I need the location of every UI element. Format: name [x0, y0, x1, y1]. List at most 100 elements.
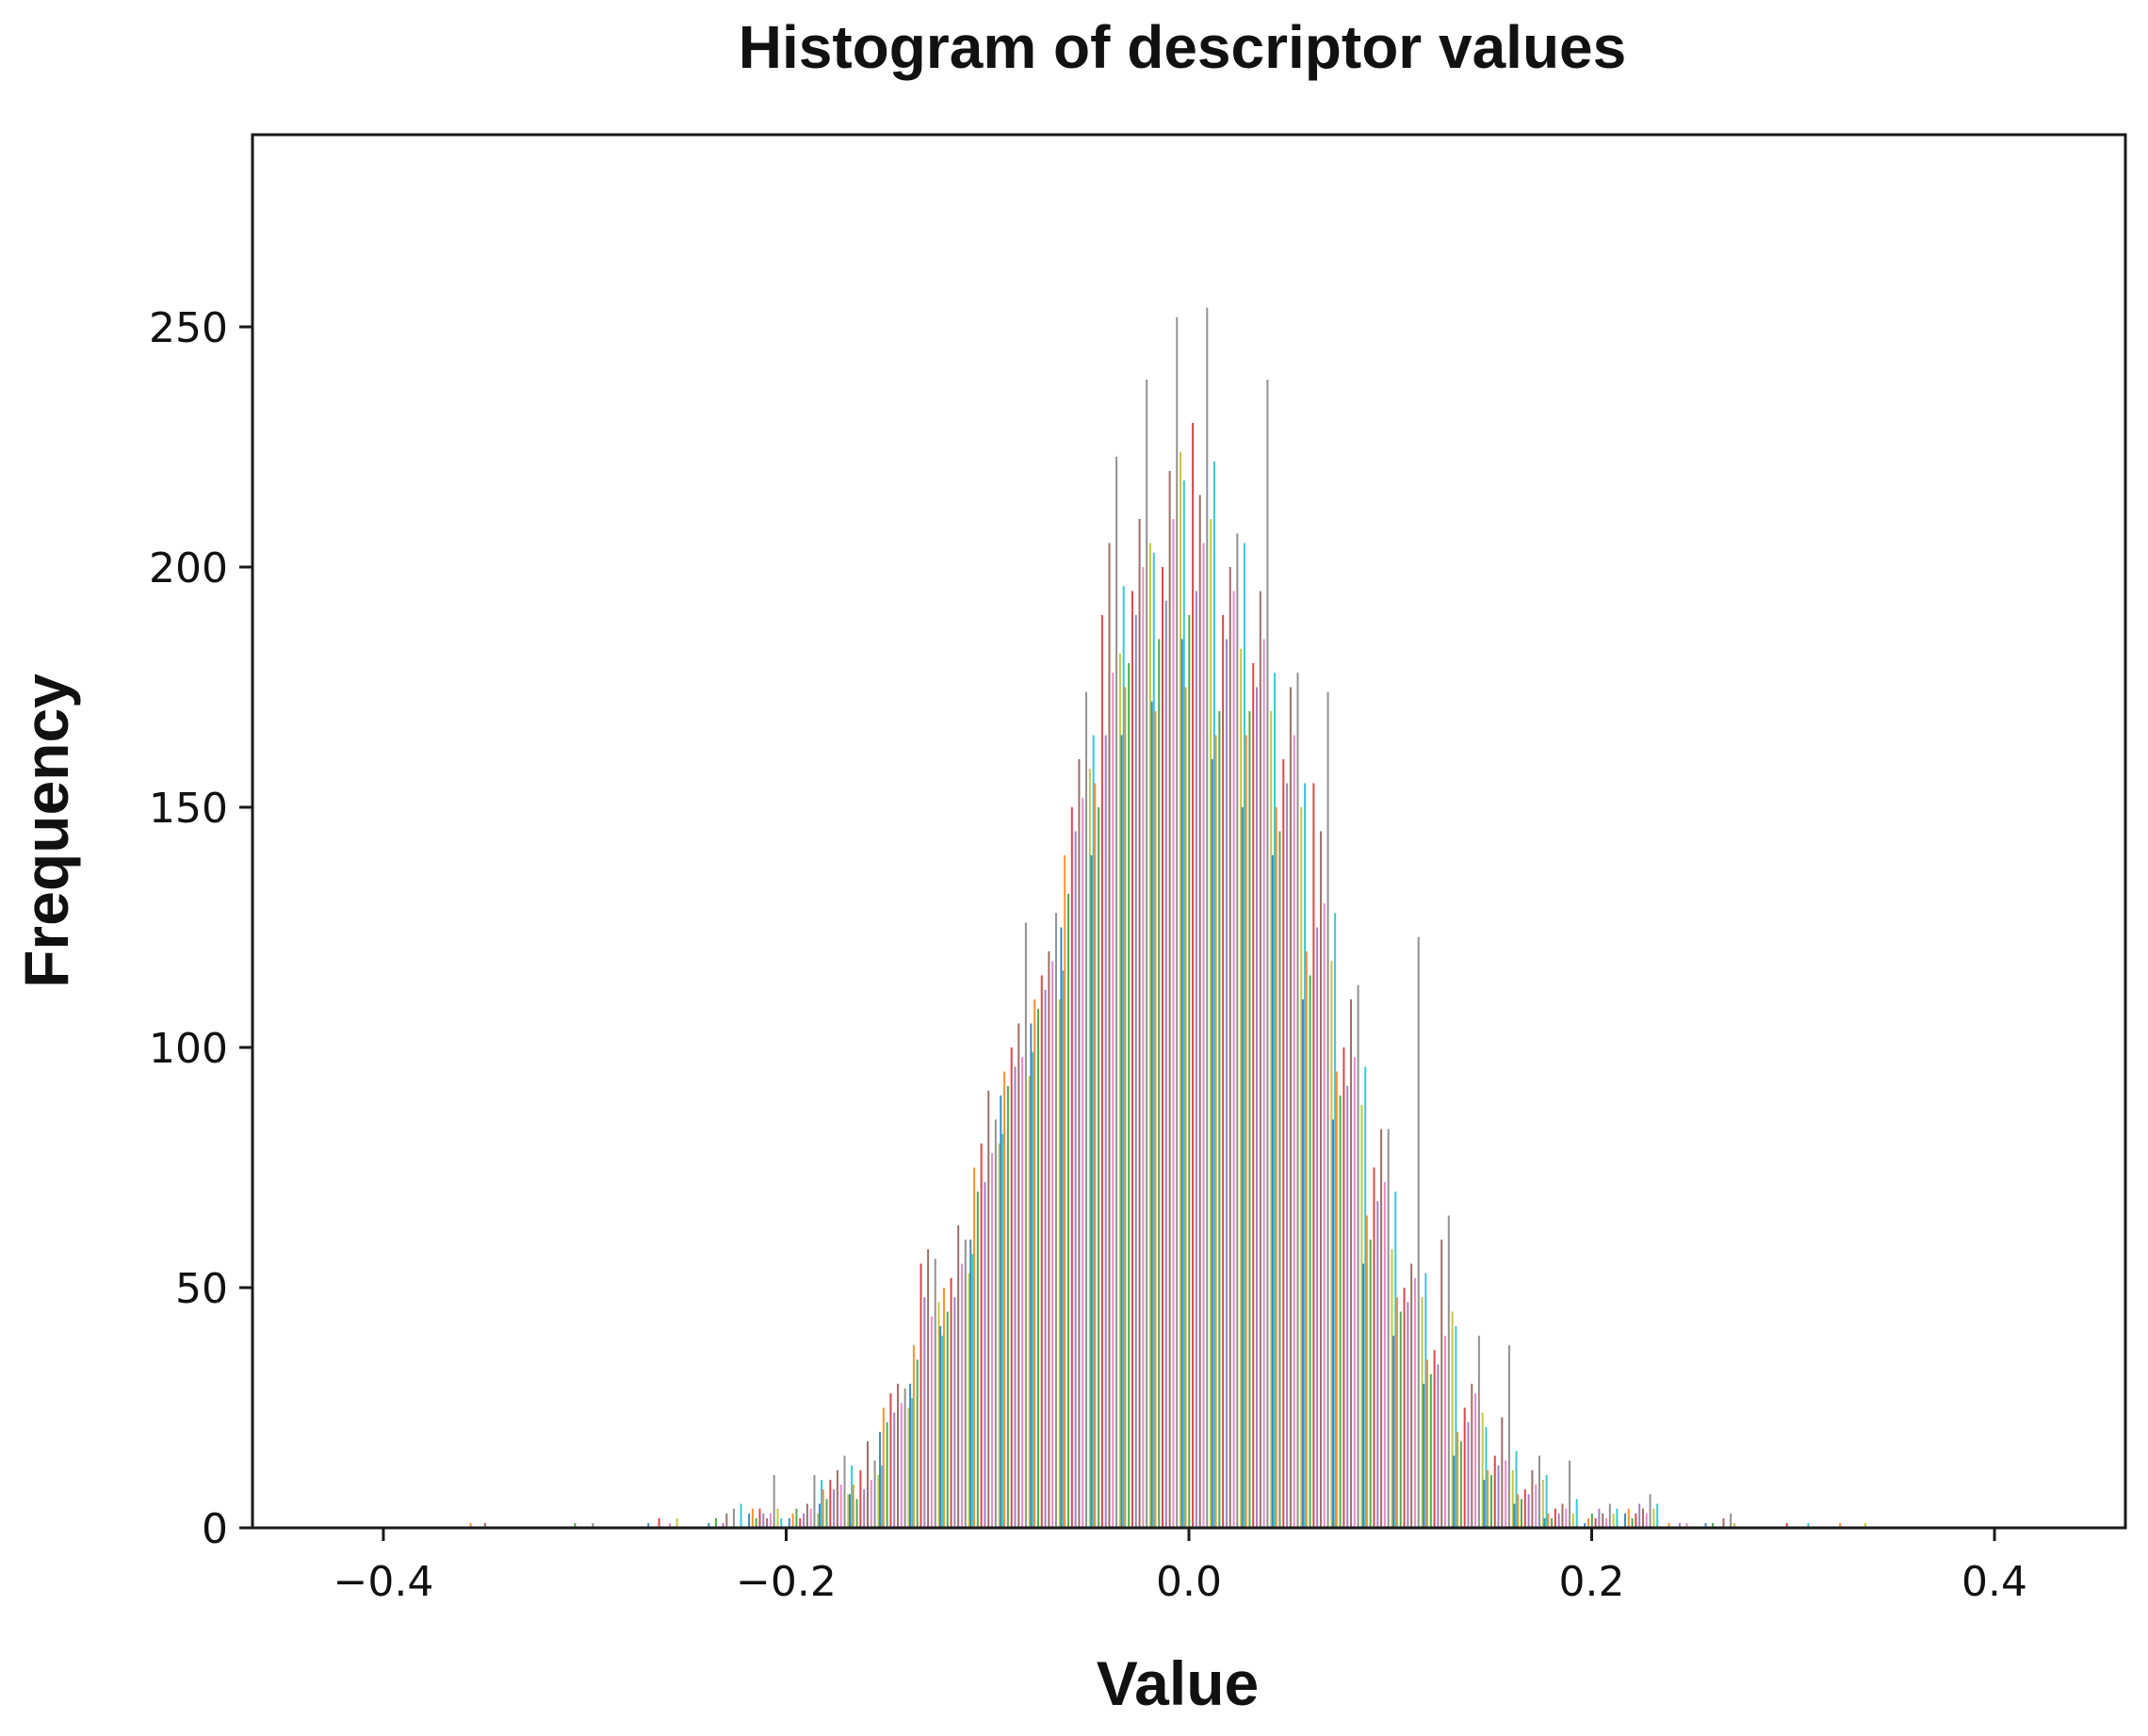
histogram-bar-9-2 — [916, 1359, 919, 1528]
histogram-bar-12-3 — [1010, 1047, 1013, 1528]
histogram-bar-24-5 — [1380, 1128, 1383, 1528]
histogram-bar-22-7 — [1326, 691, 1329, 1528]
histogram-bar-5-7 — [813, 1474, 816, 1528]
histogram-bar-23-4 — [1346, 1085, 1349, 1528]
histogram-bar-24-0 — [1362, 1263, 1365, 1528]
histogram-bar-12-0 — [1000, 1095, 1002, 1528]
histogram-bar-13-5 — [1048, 951, 1050, 1528]
histogram-bar-23-9 — [1364, 1066, 1367, 1528]
histogram-bar-7-0 — [848, 1494, 851, 1528]
histogram-bar-23-3 — [1342, 1047, 1345, 1528]
histogram-bar-16-4 — [1134, 615, 1137, 1528]
histogram-bar-32-3 — [1635, 1513, 1637, 1528]
histogram-bar-7-6 — [870, 1480, 872, 1528]
histogram-bar-19-5 — [1229, 567, 1231, 1528]
chart-title: Histogram of descriptor values — [739, 13, 1626, 81]
histogram-bar-11-1 — [973, 1167, 976, 1528]
histogram-bar-15-6 — [1112, 673, 1115, 1528]
histogram-bar-25-9 — [1424, 1273, 1427, 1528]
histogram-bar-18-1 — [1184, 687, 1187, 1528]
histogram-bar-10-6 — [960, 1263, 963, 1528]
histogram-bar-31-8 — [1612, 1513, 1615, 1528]
histogram-bar-8-7 — [903, 1388, 906, 1528]
histogram-bar-24-7 — [1387, 1128, 1390, 1528]
histogram-bar-13-4 — [1044, 989, 1047, 1528]
histogram-bar-5-1 — [791, 1513, 794, 1528]
histogram-bar-22-5 — [1319, 831, 1322, 1528]
histogram-bar-18-9 — [1212, 461, 1215, 1528]
y-tick-label-0: 0 — [202, 1505, 228, 1553]
histogram-bar-6-3 — [829, 1480, 832, 1528]
histogram-bar-24-9 — [1394, 1192, 1397, 1528]
histogram-bar-22-1 — [1305, 951, 1308, 1528]
histogram-bar-31-9 — [1616, 1508, 1619, 1528]
histogram-bar-28-7 — [1507, 1345, 1510, 1528]
histogram-bar-13-3 — [1040, 975, 1043, 1528]
histogram-bar-28-5 — [1501, 1417, 1504, 1528]
histogram-bar-14-4 — [1074, 831, 1077, 1528]
histogram-bar-28-0 — [1483, 1480, 1486, 1528]
histogram-bar-34-5 — [1722, 1517, 1725, 1528]
histogram-bar-26-3 — [1433, 1350, 1436, 1528]
histogram-bar-14-2 — [1067, 893, 1070, 1528]
histogram-bar-35-3 — [1785, 1522, 1788, 1528]
histogram-bar-6-5 — [836, 1469, 838, 1528]
histogram-bar-3-4 — [722, 1522, 724, 1528]
histogram-bar-21-5 — [1289, 687, 1292, 1528]
histogram-bar-12-1 — [1003, 1071, 1006, 1528]
histogram-bar-31-0 — [1584, 1522, 1587, 1528]
histogram-bar-9-4 — [923, 1297, 926, 1528]
histogram-bar-26-4 — [1437, 1364, 1440, 1528]
histogram-bar-34-7 — [1730, 1513, 1733, 1528]
histogram-bar-24-6 — [1383, 1181, 1386, 1528]
histogram-bar-7-3 — [859, 1469, 862, 1528]
histogram-bar-4-3 — [758, 1508, 761, 1528]
histogram-bar-4-6 — [769, 1513, 772, 1528]
histogram-bar-14-8 — [1088, 769, 1091, 1528]
histogram-bar-10-0 — [939, 1325, 942, 1528]
histogram-bar-9-6 — [930, 1316, 933, 1528]
histogram-bar-13-7 — [1054, 913, 1057, 1528]
histogram-bar-15-5 — [1108, 543, 1111, 1528]
y-axis-label: Frequency — [11, 673, 81, 988]
histogram-bar-6-6 — [839, 1485, 842, 1528]
histogram-bar-30-4 — [1557, 1513, 1560, 1528]
histogram-bar-23-0 — [1332, 1119, 1335, 1528]
histogram-bar-25-4 — [1407, 1302, 1409, 1528]
histogram-bar-8-0 — [879, 1432, 882, 1528]
histogram-bar-20-2 — [1248, 711, 1251, 1528]
histogram-bar-27-4 — [1467, 1421, 1470, 1528]
histogram-bar-5-4 — [803, 1513, 806, 1528]
histogram-bar-7-7 — [873, 1460, 876, 1528]
histogram-bar-14-3 — [1070, 807, 1073, 1528]
histogram-bar-26-8 — [1451, 1311, 1454, 1528]
histogram-bar-4-8 — [776, 1508, 779, 1528]
histogram-bar-25-0 — [1392, 1336, 1395, 1528]
histogram-bar-11-5 — [987, 1090, 990, 1528]
histogram-bar-20-1 — [1245, 735, 1247, 1528]
histogram-bar-24-1 — [1365, 1215, 1368, 1528]
histogram-bar-28-2 — [1489, 1474, 1492, 1528]
histogram-bar-5-2 — [795, 1508, 798, 1528]
histogram-bar-15-3 — [1100, 615, 1103, 1528]
histogram-bar-27-7 — [1477, 1336, 1480, 1528]
histogram-bar-7-2 — [855, 1499, 858, 1528]
histogram-bar-8-5 — [897, 1384, 900, 1528]
histogram-bar-9-1 — [912, 1345, 915, 1528]
histogram-bar-25-6 — [1413, 1277, 1416, 1528]
histogram-bar-9-7 — [934, 1258, 936, 1528]
histogram-bar-24-8 — [1391, 1249, 1393, 1528]
histogram-bar-21-0 — [1271, 855, 1274, 1528]
histogram-bar-10-5 — [957, 1225, 960, 1528]
histogram-bar-27-1 — [1456, 1432, 1459, 1528]
histogram-bar-18-7 — [1206, 307, 1209, 1529]
histogram-bar-6-2 — [825, 1499, 828, 1528]
histogram-bar-19-9 — [1243, 543, 1245, 1528]
histogram-bar-27-3 — [1463, 1407, 1466, 1528]
histogram-bar-31-1 — [1587, 1517, 1590, 1528]
histogram-bar-29-9 — [1545, 1474, 1548, 1528]
histogram-bar-10-9 — [971, 1254, 974, 1528]
histogram-bar-31-2 — [1590, 1513, 1593, 1528]
